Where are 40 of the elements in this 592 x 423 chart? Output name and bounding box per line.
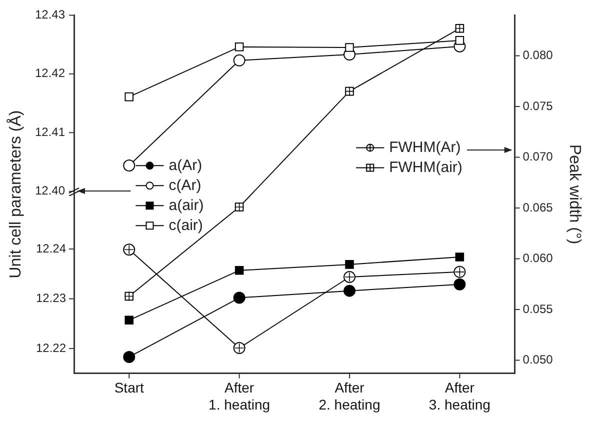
y3-tick-label: 12.41 xyxy=(35,124,66,139)
point xyxy=(455,252,464,262)
point xyxy=(234,42,244,52)
x-tick-label: After 2. heating xyxy=(318,380,380,412)
point xyxy=(123,350,136,363)
y2-tick-label: 0.070 xyxy=(522,150,554,164)
y-tick-label: 12.22 xyxy=(36,340,66,355)
x-tick-label: After 3. heating xyxy=(428,380,490,412)
point xyxy=(343,284,356,297)
x-tick-label: After 1. heating xyxy=(208,380,270,412)
y2-axis-title: Peak width (°) xyxy=(566,144,583,244)
point xyxy=(454,278,466,290)
point xyxy=(233,54,246,66)
y-tick-label: 12.24 xyxy=(36,241,66,256)
y2-tick-label: 0.050 xyxy=(522,352,554,367)
y2-tick-label: 0.080 xyxy=(522,48,554,62)
point xyxy=(123,160,136,172)
y3-tick-label: 12.43 xyxy=(35,8,66,22)
x-tick-label: Start xyxy=(114,380,144,396)
legend-label: a(Ar) xyxy=(168,156,202,174)
y2-tick-label: 0.075 xyxy=(522,98,554,113)
y-axis-title: Unit cell parameters (Å) xyxy=(6,110,24,278)
point xyxy=(455,36,464,45)
point xyxy=(345,260,354,269)
legend-label: a(air) xyxy=(168,196,204,214)
legend-label: FWHM(Ar) xyxy=(389,138,461,156)
y3-tick-label: 12.42 xyxy=(35,66,66,80)
point xyxy=(124,92,134,102)
legend-label: c(air) xyxy=(168,216,203,234)
y3-tick-label: 12.40 xyxy=(35,184,66,198)
point xyxy=(233,292,246,304)
point xyxy=(234,266,244,275)
y2-tick-label: 0.065 xyxy=(522,200,554,214)
point xyxy=(124,316,134,325)
y2-tick-label: 0.060 xyxy=(522,251,554,266)
legend-label: FWHM(air) xyxy=(389,158,462,176)
y-tick-label: 12.23 xyxy=(36,291,66,306)
legend-label: c(Ar) xyxy=(168,176,202,194)
y2-tick-label: 0.055 xyxy=(522,302,554,316)
point xyxy=(345,43,354,52)
